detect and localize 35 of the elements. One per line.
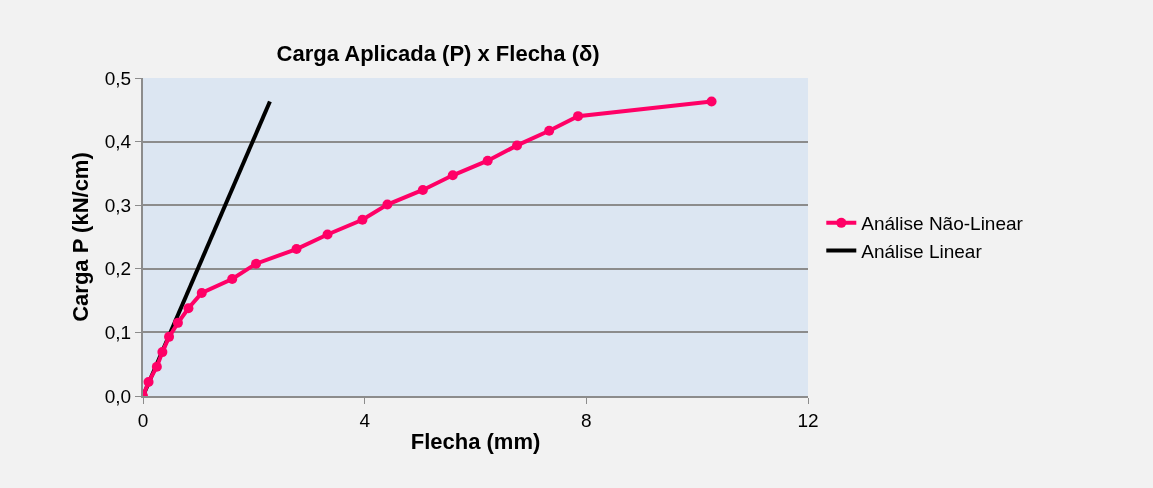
legend-label: Análise Não-Linear [861, 213, 1024, 235]
point [172, 317, 183, 328]
point [357, 214, 368, 225]
point [573, 111, 584, 122]
point [151, 361, 162, 372]
point [322, 229, 333, 240]
point [512, 140, 523, 151]
y-tick-label: 0,0 [104, 385, 132, 407]
point [227, 273, 238, 284]
x-tick-label: 0 [137, 409, 149, 431]
legend-label: Análise Linear [861, 240, 983, 262]
y-tick-label: 0,3 [104, 194, 132, 216]
y-tick-label: 0,1 [104, 322, 132, 344]
point [482, 155, 493, 166]
point [183, 303, 194, 314]
y-tick-label: 0,4 [104, 131, 132, 153]
point [417, 184, 428, 195]
point [143, 377, 154, 388]
point [706, 96, 717, 107]
y-tick-label: 0,5 [104, 67, 132, 89]
x-tick-label: 4 [359, 409, 371, 431]
point [251, 258, 262, 269]
point [382, 199, 393, 210]
y-tick-label: 0,2 [104, 258, 132, 280]
x-axis-title: Flecha (mm) [410, 429, 541, 455]
point [291, 244, 302, 255]
x-tick-label: 12 [797, 409, 819, 431]
chart-title: Carga Aplicada (P) x Flecha (δ) [276, 41, 600, 67]
point [544, 125, 555, 136]
y-axis-title: Carga P (kN/cm) [68, 152, 94, 322]
point [157, 347, 168, 358]
x-tick-label: 8 [581, 409, 592, 431]
point [447, 170, 458, 181]
point [164, 331, 175, 342]
point [196, 287, 207, 298]
